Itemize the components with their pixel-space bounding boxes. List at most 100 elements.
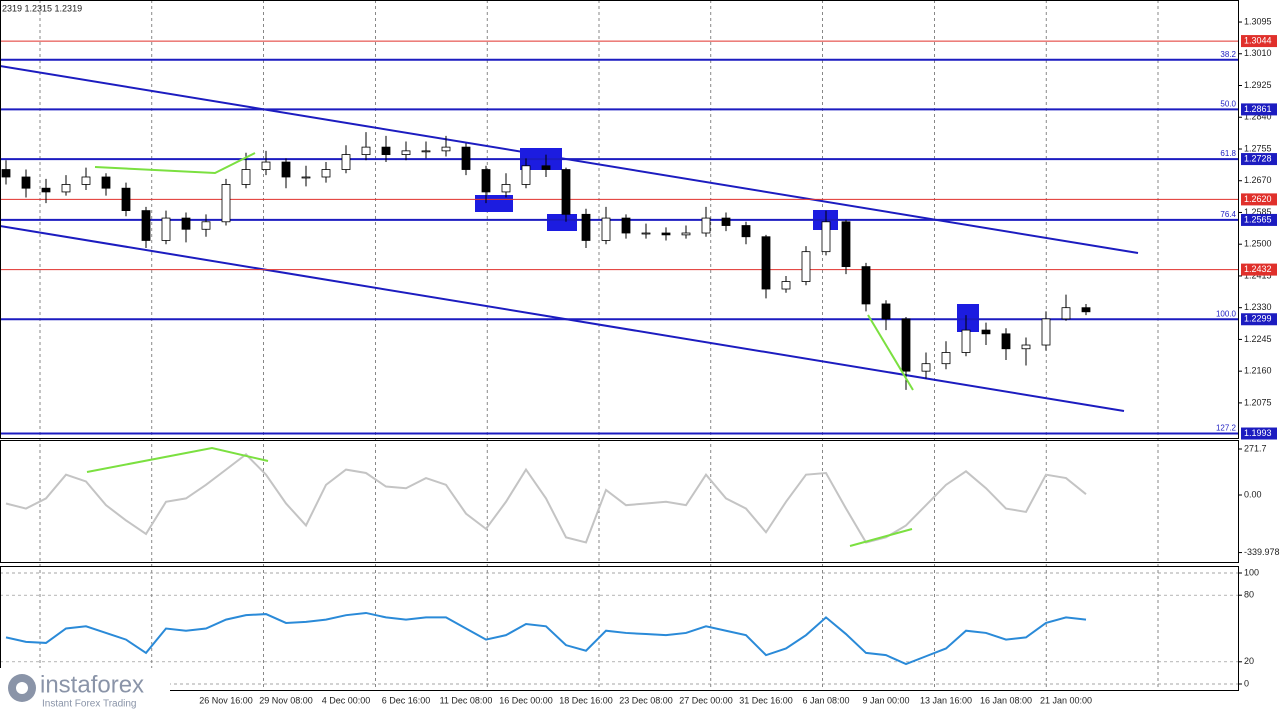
logo: instaforex Instant Forex Trading: [0, 668, 170, 711]
y-tick-label: 1.2075: [1244, 397, 1272, 407]
indicator-line: [5, 453, 1087, 544]
level-box: [1241, 103, 1277, 116]
x-tick-label: 29 Nov 08:00: [259, 695, 313, 705]
level-box: [1241, 193, 1277, 206]
candle-body: [641, 232, 651, 235]
candle-body: [241, 169, 251, 185]
candle-body: [901, 318, 911, 372]
marker-box: [475, 195, 513, 212]
x-tick-label: 26 Nov 16:00: [199, 695, 253, 705]
candle-body: [681, 232, 691, 236]
candle-body: [1081, 307, 1091, 313]
candle-body: [341, 154, 351, 170]
x-tick-label: 27 Dec 00:00: [679, 695, 733, 705]
candle-body: [221, 184, 231, 223]
candle-body: [741, 225, 751, 238]
candle-body: [61, 184, 71, 193]
divergence-line: [849, 528, 913, 547]
level-box: [1241, 263, 1277, 276]
level-box: [1241, 35, 1277, 48]
candle-body: [181, 217, 191, 230]
candle-body: [961, 329, 971, 353]
x-tick-label: 31 Dec 16:00: [739, 695, 793, 705]
y-tick-label: 1.2500: [1244, 239, 1272, 249]
x-tick-label: 21 Jan 00:00: [1040, 695, 1092, 705]
candle-body: [301, 176, 311, 179]
candle-body: [701, 217, 711, 234]
y-tick-label: -339.978: [1244, 547, 1280, 557]
level-label: 1.2861: [1244, 104, 1272, 114]
candle-body: [1, 169, 11, 178]
candle-body: [481, 169, 491, 193]
candle-body: [321, 169, 331, 178]
fib-label: 100.0: [1216, 309, 1237, 318]
level-label: 1.2620: [1244, 194, 1272, 204]
candle-body: [141, 210, 151, 241]
y-tick-label: 1.2160: [1244, 366, 1272, 376]
marker-box: [547, 214, 577, 231]
panel-border: [0, 440, 1239, 563]
x-tick-label: 11 Dec 08:00: [440, 695, 493, 705]
candle-body: [201, 221, 211, 230]
divergence-line: [86, 446, 269, 473]
y-tick-label: 271.7: [1244, 443, 1267, 453]
x-tick-label: 16 Dec 00:00: [499, 695, 553, 705]
divergence-line: [867, 314, 914, 391]
marker-box: [957, 304, 979, 332]
x-tick-label: 18 Dec 16:00: [559, 695, 613, 705]
y-tick-label: 1.3010: [1244, 48, 1272, 58]
candle-body: [361, 146, 371, 155]
y-tick-label: 20: [1244, 656, 1254, 666]
divergence-line: [94, 152, 256, 175]
plot: 1.3095 1.3010 1.2925 1.2840 1.2755 1.2670 1.25…: [0, 16, 1280, 705]
fib-label: 127.2: [1216, 424, 1237, 433]
candle-body: [1041, 318, 1051, 346]
candle-body: [841, 221, 851, 268]
y-tick-label: 1.2245: [1244, 334, 1272, 344]
fib-label: 50.0: [1220, 100, 1236, 109]
candle-body: [621, 217, 631, 234]
x-tick-label: 16 Jan 08:00: [980, 695, 1032, 705]
level-label: 1.3044: [1244, 35, 1272, 45]
candle-body: [1001, 333, 1011, 350]
candle-body: [861, 266, 871, 305]
header-prices: 2319 1.2315 1.2319: [2, 3, 82, 13]
x-tick-label: 13 Jan 16:00: [920, 695, 972, 705]
candle-body: [261, 161, 271, 170]
logo-icon: [16, 682, 28, 694]
candle-body: [661, 232, 671, 236]
time-grid: [39, 0, 1159, 690]
candle-body: [21, 176, 31, 189]
y-tick-label: 80: [1244, 590, 1254, 600]
panel-border: [0, 566, 1239, 691]
y-tick-label: 1.2670: [1244, 175, 1272, 185]
candle-body: [421, 150, 431, 153]
candle-body: [981, 329, 991, 335]
candle-body: [101, 176, 111, 189]
candle-body: [601, 217, 611, 241]
candle-body: [501, 184, 511, 193]
candle-body: [721, 217, 731, 226]
level-box: [1241, 313, 1277, 326]
candle-body: [461, 146, 471, 170]
candle-body: [821, 221, 831, 253]
x-tick-label: 9 Jan 00:00: [862, 695, 909, 705]
candle-body: [1061, 307, 1071, 320]
y-tick-label: 1.2755: [1244, 143, 1272, 153]
level-label: 1.2728: [1244, 153, 1272, 163]
candle-body: [941, 352, 951, 365]
y-tick-label: 1.2840: [1244, 112, 1272, 122]
y-tick-label: 1.2585: [1244, 207, 1272, 217]
candle-body: [41, 187, 51, 193]
level-label: 1.2432: [1244, 264, 1272, 274]
fib-label: 76.4: [1220, 210, 1236, 219]
logo-tagline: Instant Forex Trading: [42, 699, 137, 710]
candle-body: [761, 236, 771, 290]
level-label: 1.1993: [1244, 428, 1272, 438]
candle-body: [281, 161, 291, 178]
level-box: [1241, 213, 1277, 226]
y-tick-label: 1.3095: [1244, 16, 1272, 26]
candle-body: [81, 176, 91, 185]
candle-body: [1021, 344, 1031, 350]
